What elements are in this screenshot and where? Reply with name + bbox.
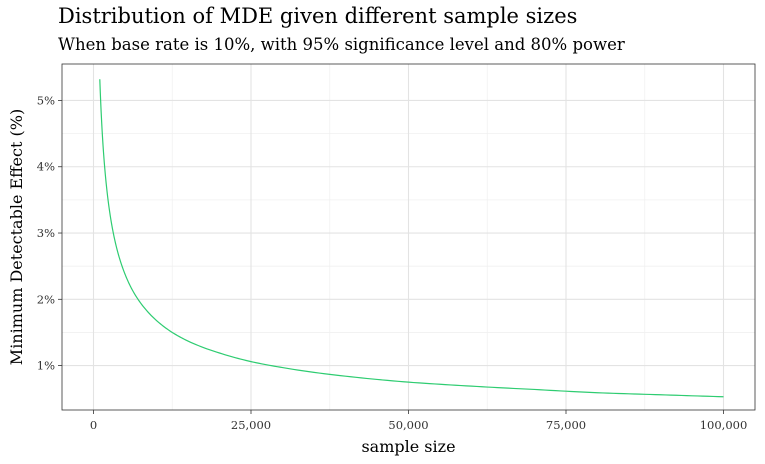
y-tick-label: 4% (37, 160, 55, 174)
y-axis: 1% 2% 3% 4% 5% (37, 93, 62, 373)
x-axis-title: sample size (361, 437, 455, 456)
y-tick-label: 3% (37, 226, 55, 240)
y-tick-label: 5% (37, 93, 55, 107)
chart-subtitle: When base rate is 10%, with 95% signific… (58, 35, 625, 54)
y-tick-label: 1% (37, 359, 55, 373)
x-tick-label: 25,000 (231, 418, 271, 432)
y-axis-title: Minimum Detectable Effect (%) (7, 109, 26, 365)
series-line-mde (99, 79, 724, 398)
x-tick-label: 0 (90, 418, 97, 432)
x-tick-label: 100,000 (700, 418, 748, 432)
x-tick-label: 75,000 (546, 418, 586, 432)
x-axis: 0 25,000 50,000 75,000 100,000 (90, 410, 747, 432)
major-gridlines (62, 64, 755, 410)
x-tick-label: 50,000 (388, 418, 428, 432)
chart-title: Distribution of MDE given different samp… (58, 4, 578, 28)
y-tick-label: 2% (37, 292, 55, 306)
